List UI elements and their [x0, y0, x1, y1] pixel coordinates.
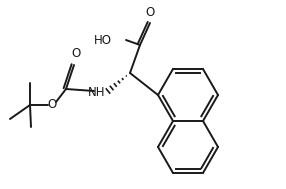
Text: O: O [145, 6, 155, 19]
Text: O: O [47, 98, 57, 112]
Text: NH: NH [88, 87, 105, 99]
Text: HO: HO [94, 33, 112, 46]
Text: O: O [72, 47, 81, 60]
